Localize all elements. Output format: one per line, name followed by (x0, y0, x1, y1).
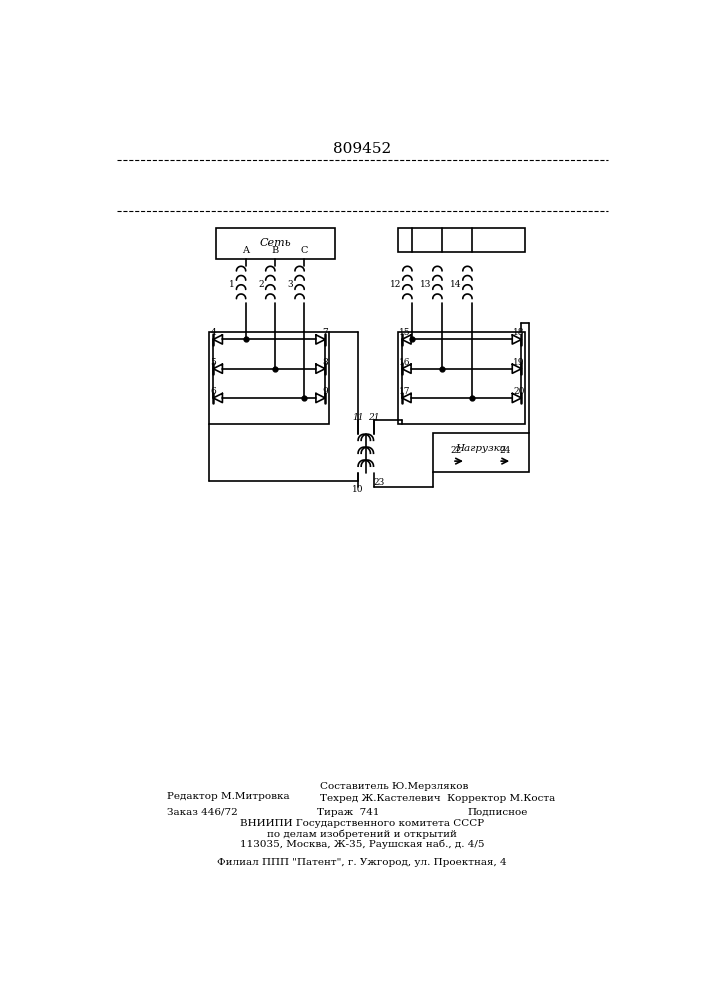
Text: 8: 8 (322, 358, 328, 367)
Text: 10: 10 (352, 485, 364, 494)
Text: 11: 11 (352, 413, 364, 422)
Text: 113035, Москва, Ж-35, Раушская наб., д. 4/5: 113035, Москва, Ж-35, Раушская наб., д. … (240, 839, 484, 849)
Text: 2: 2 (259, 280, 264, 289)
Text: C: C (300, 246, 308, 255)
Text: 20: 20 (513, 387, 525, 396)
Text: Нагрузка: Нагрузка (455, 444, 506, 453)
Text: 14: 14 (450, 280, 461, 289)
Text: 18: 18 (513, 328, 525, 337)
Text: 15: 15 (399, 328, 411, 337)
Text: Составитель Ю.Мерзляков: Составитель Ю.Мерзляков (320, 782, 468, 791)
Text: Филиал ППП "Патент", г. Ужгород, ул. Проектная, 4: Филиал ППП "Патент", г. Ужгород, ул. Про… (217, 858, 507, 867)
Text: 12: 12 (390, 280, 402, 289)
Text: 17: 17 (399, 387, 410, 396)
Text: по делам изобретений и открытий: по делам изобретений и открытий (267, 829, 457, 839)
Text: 809452: 809452 (333, 142, 391, 156)
Text: Подписное: Подписное (467, 808, 528, 817)
Bar (398, 332, 525, 424)
Text: Тираж  741: Тираж 741 (317, 808, 380, 817)
Text: Редактор М.Митровка: Редактор М.Митровка (167, 792, 290, 801)
Bar (216, 228, 335, 259)
Text: 13: 13 (420, 280, 431, 289)
Text: 16: 16 (399, 358, 410, 367)
Text: 3: 3 (288, 280, 293, 289)
Text: 4: 4 (210, 328, 216, 337)
Bar (433, 433, 529, 472)
Text: Сеть: Сеть (259, 238, 291, 248)
Text: 21: 21 (368, 413, 379, 422)
Text: 7: 7 (322, 328, 328, 337)
Text: Заказ 446/72: Заказ 446/72 (167, 808, 238, 817)
Text: B: B (271, 246, 279, 255)
Text: 23: 23 (373, 478, 385, 487)
Text: 19: 19 (513, 358, 525, 367)
Text: 24: 24 (499, 446, 511, 455)
Text: ВНИИПИ Государственного комитета СССР: ВНИИПИ Государственного комитета СССР (240, 819, 484, 828)
Text: 5: 5 (210, 358, 216, 367)
Bar (398, 228, 525, 252)
Text: 6: 6 (210, 387, 216, 396)
Text: A: A (243, 246, 249, 255)
Text: 1: 1 (229, 280, 235, 289)
Text: Техред Ж.Кастелевич  Корректор М.Коста: Техред Ж.Кастелевич Корректор М.Коста (320, 794, 555, 803)
Text: 22: 22 (450, 446, 462, 455)
Bar (209, 332, 329, 424)
Text: 9: 9 (322, 387, 328, 396)
